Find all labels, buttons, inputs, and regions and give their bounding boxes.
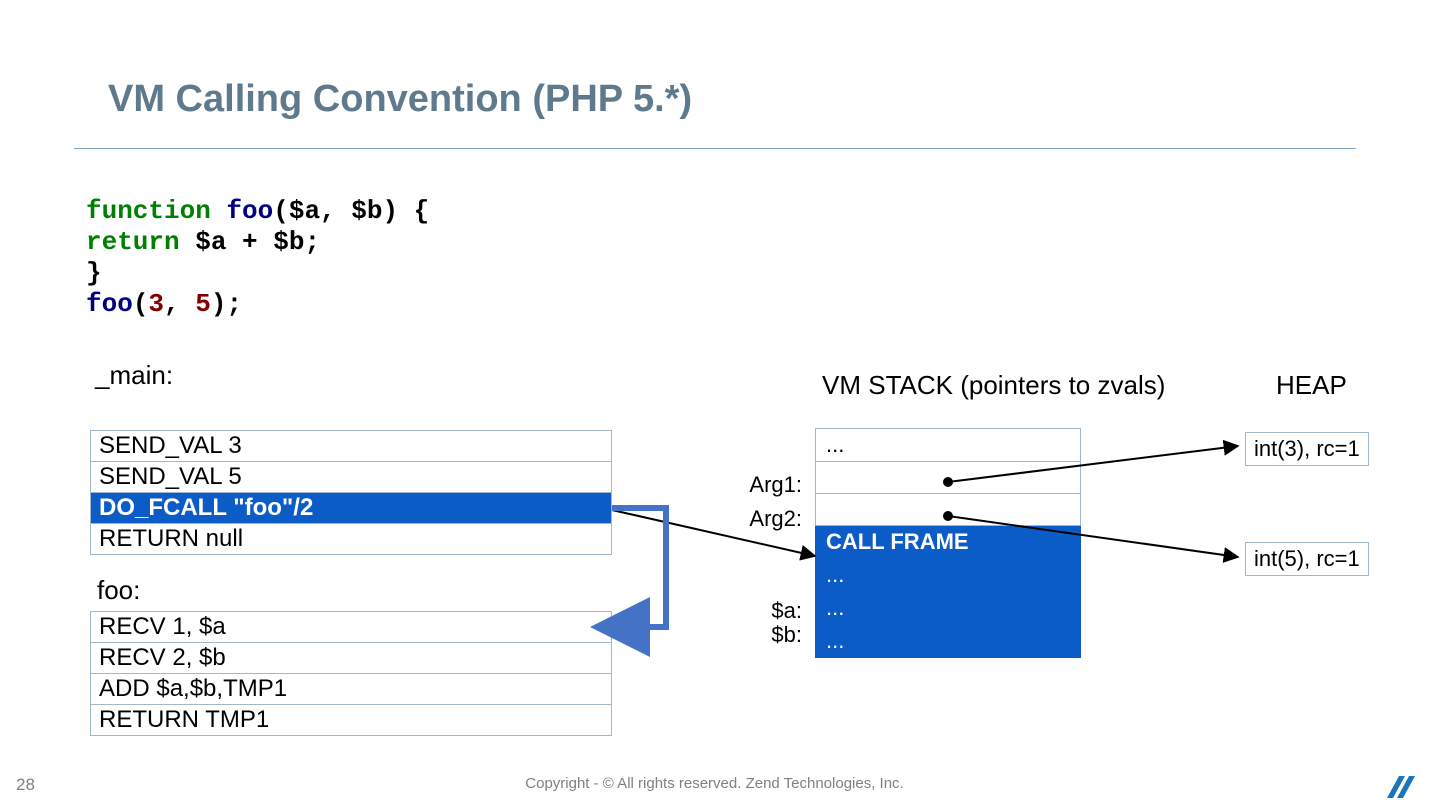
var-a-label: $a: — [758, 598, 802, 624]
vm-stack-title: VM STACK (pointers to zvals) — [822, 370, 1165, 401]
code-text: ); — [211, 289, 242, 319]
stack-row: ... — [816, 429, 1081, 462]
table-row: RETURN null — [91, 524, 612, 555]
code-line-3: } — [86, 258, 429, 289]
op-cell: ADD $a,$b,TMP1 — [91, 674, 612, 705]
var-b-label: $b: — [758, 622, 802, 648]
stack-row: ... — [816, 559, 1081, 592]
heap-box-2: int(5), rc=1 — [1245, 542, 1369, 576]
op-cell: RECV 2, $b — [91, 643, 612, 674]
table-row: RETURN TMP1 — [91, 705, 612, 736]
table-row: RECV 1, $a — [91, 612, 612, 643]
slide-title: VM Calling Convention (PHP 5.*) — [108, 78, 692, 121]
code-block: function foo($a, $b) { return $a + $b; }… — [86, 196, 429, 320]
stack-row — [816, 462, 1081, 494]
arg1-label: Arg1: — [740, 472, 802, 498]
op-cell-highlighted: DO_FCALL "foo"/2 — [91, 493, 612, 524]
label-foo: foo: — [97, 575, 140, 606]
call-frame-cell: ... — [816, 625, 1081, 658]
heap-box-1: int(3), rc=1 — [1245, 432, 1369, 466]
op-cell: RETURN null — [91, 524, 612, 555]
code-keyword: return — [86, 227, 180, 257]
stack-cell — [816, 494, 1081, 526]
call-frame-header: CALL FRAME — [816, 526, 1081, 559]
code-line-1: function foo($a, $b) { — [86, 196, 429, 227]
arg2-label: Arg2: — [740, 506, 802, 532]
stack-row — [816, 494, 1081, 526]
vm-stack-table: ... CALL FRAME ... ... ... — [815, 428, 1081, 658]
stack-row: ... — [816, 592, 1081, 625]
stack-cell: ... — [816, 429, 1081, 462]
label-main: _main: — [95, 360, 173, 391]
table-row: SEND_VAL 5 — [91, 462, 612, 493]
stack-row: CALL FRAME — [816, 526, 1081, 559]
code-text: $a + $b; — [180, 227, 320, 257]
main-op-table: SEND_VAL 3 SEND_VAL 5 DO_FCALL "foo"/2 R… — [90, 430, 612, 555]
call-frame-cell: ... — [816, 592, 1081, 625]
op-cell: RECV 1, $a — [91, 612, 612, 643]
op-cell: SEND_VAL 5 — [91, 462, 612, 493]
heap-title: HEAP — [1276, 370, 1347, 401]
stack-cell — [816, 462, 1081, 494]
zend-logo-icon — [1387, 776, 1415, 798]
code-line-4: foo(3, 5); — [86, 289, 429, 320]
code-text: } — [86, 258, 102, 288]
table-row: ADD $a,$b,TMP1 — [91, 674, 612, 705]
code-number: 5 — [195, 289, 211, 319]
code-text: ($a, $b) { — [273, 196, 429, 226]
op-cell: RETURN TMP1 — [91, 705, 612, 736]
title-rule — [74, 148, 1356, 149]
code-number: 3 — [148, 289, 164, 319]
table-row: DO_FCALL "foo"/2 — [91, 493, 612, 524]
code-text: ( — [133, 289, 149, 319]
foo-op-table: RECV 1, $a RECV 2, $b ADD $a,$b,TMP1 RET… — [90, 611, 612, 736]
code-line-2: return $a + $b; — [86, 227, 429, 258]
code-text: , — [164, 289, 195, 319]
op-cell: SEND_VAL 3 — [91, 431, 612, 462]
code-keyword: function — [86, 196, 211, 226]
code-fn: foo — [86, 289, 133, 319]
stack-row: ... — [816, 625, 1081, 658]
table-row: RECV 2, $b — [91, 643, 612, 674]
call-frame-cell: ... — [816, 559, 1081, 592]
table-row: SEND_VAL 3 — [91, 431, 612, 462]
copyright: Copyright - © All rights reserved. Zend … — [0, 775, 1429, 792]
code-fn: foo — [211, 196, 273, 226]
